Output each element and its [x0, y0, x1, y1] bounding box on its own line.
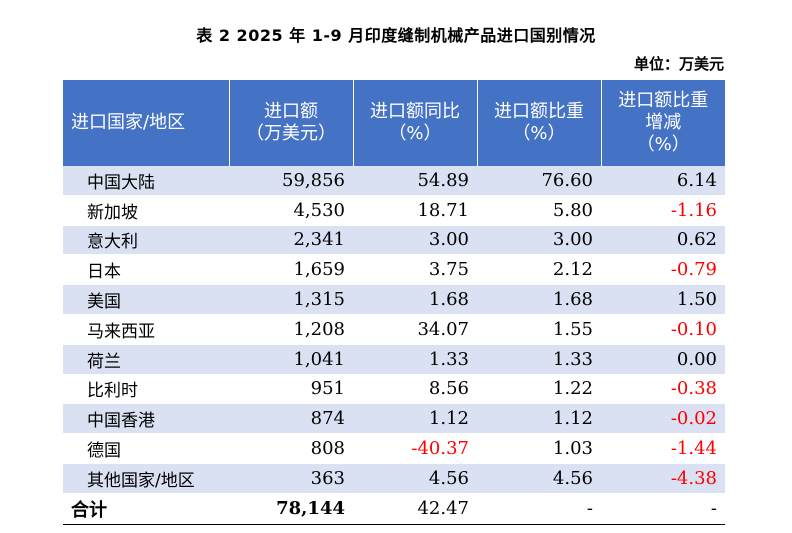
- share-cell: 1.03: [477, 433, 601, 464]
- amount-cell: 1,041: [229, 344, 353, 375]
- header-country: 进口国家/地区: [63, 80, 230, 166]
- yoy-cell: 3.75: [353, 254, 477, 286]
- share-cell: 1.22: [477, 374, 601, 405]
- change-cell: -0.38: [601, 374, 725, 405]
- country-cell: 意大利: [63, 225, 229, 256]
- yoy-cell: 1.33: [353, 344, 477, 375]
- amount-cell: 874: [229, 403, 353, 435]
- amount-cell: 1,315: [229, 284, 353, 315]
- amount-cell: 1,208: [229, 314, 353, 345]
- change-cell: 1.50: [601, 284, 725, 315]
- table-row: 马来西亚 1,208 34.07 1.55 -0.10: [63, 314, 725, 345]
- import-table: 进口国家/地区 进口额 （万美元） 进口额同比 （%） 进口额比重 （%） 进口…: [63, 80, 725, 525]
- country-cell: 比利时: [63, 374, 229, 405]
- share-cell: 5.80: [477, 195, 601, 226]
- country-cell: 日本: [63, 254, 229, 286]
- change-cell: 0.62: [601, 225, 725, 256]
- country-cell: 中国大陆: [63, 166, 229, 196]
- table-row: 德国 808 -40.37 1.03 -1.44: [63, 433, 725, 464]
- table-row: 比利时 951 8.56 1.22 -0.38: [63, 374, 725, 405]
- table-row: 美国 1,315 1.68 1.68 1.50: [63, 284, 725, 315]
- share-cell: 4.56: [477, 463, 601, 494]
- change-cell: -0.02: [601, 403, 725, 435]
- country-cell: 德国: [63, 433, 229, 464]
- amount-cell: 2,341: [229, 225, 353, 256]
- yoy-cell: 3.00: [353, 225, 477, 256]
- total-yoy-cell: 42.47: [353, 492, 477, 525]
- country-cell: 荷兰: [63, 344, 229, 375]
- change-cell: -1.16: [601, 195, 725, 226]
- change-cell: -1.44: [601, 433, 725, 464]
- country-cell: 美国: [63, 284, 229, 315]
- yoy-cell: 8.56: [353, 374, 477, 405]
- header-amount: 进口额 （万美元）: [229, 80, 354, 166]
- change-cell: -0.10: [601, 314, 725, 345]
- table-row: 意大利 2,341 3.00 3.00 0.62: [63, 225, 725, 256]
- change-cell: -0.79: [601, 254, 725, 286]
- total-row: 合计 78,144 42.47 - -: [63, 492, 725, 525]
- yoy-cell: 54.89: [353, 166, 477, 196]
- amount-cell: 59,856: [229, 166, 353, 196]
- country-cell: 马来西亚: [63, 314, 229, 345]
- total-share-cell: -: [477, 492, 601, 525]
- change-cell: 0.00: [601, 344, 725, 375]
- yoy-cell: 1.68: [353, 284, 477, 315]
- table-row: 其他国家/地区 363 4.56 4.56 -4.38: [63, 463, 725, 494]
- header-share: 进口额比重 （%）: [477, 80, 602, 166]
- yoy-cell: 34.07: [353, 314, 477, 345]
- share-cell: 1.12: [477, 403, 601, 435]
- country-cell: 中国香港: [63, 403, 229, 435]
- yoy-cell: 1.12: [353, 403, 477, 435]
- table-title: 表 2 2025 年 1-9 月印度缝制机械产品进口国别情况: [196, 26, 596, 45]
- change-cell: 6.14: [601, 166, 725, 196]
- country-cell: 其他国家/地区: [63, 463, 229, 494]
- share-cell: 2.12: [477, 254, 601, 286]
- share-cell: 1.55: [477, 314, 601, 345]
- amount-cell: 951: [229, 374, 353, 405]
- change-cell: -4.38: [601, 463, 725, 494]
- table-row: 中国香港 874 1.12 1.12 -0.02: [63, 403, 725, 435]
- share-cell: 1.33: [477, 344, 601, 375]
- header-yoy: 进口额同比 （%）: [353, 80, 478, 166]
- table-row: 新加坡 4,530 18.71 5.80 -1.16: [63, 195, 725, 226]
- amount-cell: 363: [229, 463, 353, 494]
- table-row: 荷兰 1,041 1.33 1.33 0.00: [63, 344, 725, 375]
- header-share-change: 进口额比重 增减 （%）: [601, 80, 725, 166]
- total-amount-cell: 78,144: [229, 492, 353, 525]
- unit-label: 单位：万美元: [633, 55, 724, 73]
- yoy-cell: 4.56: [353, 463, 477, 494]
- total-change-cell: -: [601, 492, 725, 525]
- total-label: 合计: [63, 492, 229, 525]
- table-row: 日本 1,659 3.75 2.12 -0.79: [63, 254, 725, 286]
- amount-cell: 4,530: [229, 195, 353, 226]
- share-cell: 3.00: [477, 225, 601, 256]
- share-cell: 1.68: [477, 284, 601, 315]
- amount-cell: 1,659: [229, 254, 353, 286]
- yoy-cell: 18.71: [353, 195, 477, 226]
- amount-cell: 808: [229, 433, 353, 464]
- yoy-cell: -40.37: [353, 433, 477, 464]
- table-row: 中国大陆 59,856 54.89 76.60 6.14: [63, 166, 725, 196]
- share-cell: 76.60: [477, 166, 601, 196]
- header-row: 进口国家/地区 进口额 （万美元） 进口额同比 （%） 进口额比重 （%） 进口…: [63, 80, 725, 166]
- country-cell: 新加坡: [63, 195, 229, 226]
